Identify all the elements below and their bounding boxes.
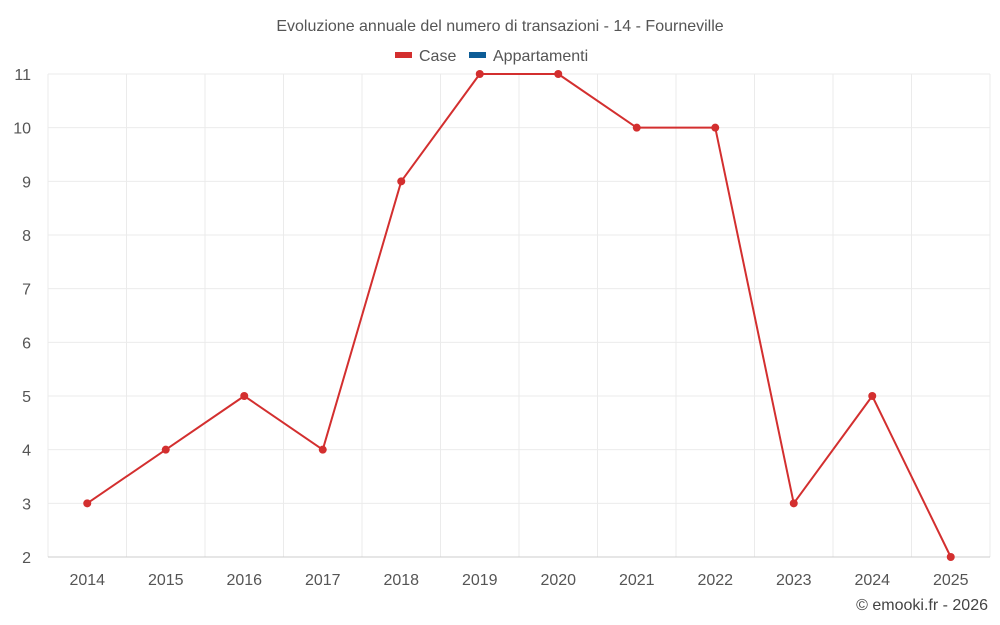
data-point[interactable] [161,445,170,454]
data-point[interactable] [475,70,484,78]
data-point[interactable] [318,445,327,454]
y-tick-label: 10 [13,121,31,138]
y-tick-label: 2 [22,550,31,567]
y-tick-label: 5 [22,389,31,406]
data-point[interactable] [868,392,877,400]
legend: Case Appartamenti [395,48,588,65]
y-tick-label: 7 [22,282,31,299]
x-axis-ticks: 2014 2015 2016 2017 2018 2019 2020 2021 2022 2023… [69,572,968,589]
data-point[interactable] [789,499,798,508]
x-tick-label: 2024 [854,572,890,589]
x-tick-label: 2025 [933,572,969,589]
data-point[interactable] [554,70,563,78]
series-line-case [86,73,952,558]
y-tick-label: 3 [22,496,31,513]
chart-title: Evoluzione annuale del numero di transaz… [276,18,723,35]
data-point[interactable] [632,123,641,132]
grid-vertical [47,74,991,557]
y-tick-label: 8 [22,228,31,245]
legend-swatch-case [395,52,412,58]
x-tick-label: 2016 [226,572,262,589]
x-tick-label: 2017 [305,572,341,589]
x-tick-label: 2015 [148,572,184,589]
x-tick-label: 2022 [697,572,733,589]
data-point[interactable] [946,553,955,561]
credit-text: © emooki.fr - 2026 [856,597,988,614]
y-tick-label: 11 [14,67,31,84]
x-tick-label: 2023 [776,572,812,589]
y-axis-ticks: 2 3 4 5 6 7 8 9 10 11 [13,67,31,567]
x-tick-label: 2020 [540,572,576,589]
data-point[interactable] [397,177,406,186]
data-point[interactable] [711,123,720,132]
x-tick-label: 2014 [69,572,105,589]
y-tick-label: 4 [22,443,31,460]
data-point[interactable] [83,499,92,508]
legend-label-appartamenti[interactable]: Appartamenti [493,48,588,65]
x-tick-label: 2021 [619,572,655,589]
y-tick-label: 9 [22,174,31,191]
legend-label-case[interactable]: Case [419,48,456,65]
x-tick-label: 2019 [462,572,498,589]
data-point[interactable] [240,392,249,400]
x-tick-label: 2018 [383,572,419,589]
legend-swatch-appartamenti [469,52,486,58]
y-tick-label: 6 [22,335,31,352]
series-layer [83,70,955,561]
